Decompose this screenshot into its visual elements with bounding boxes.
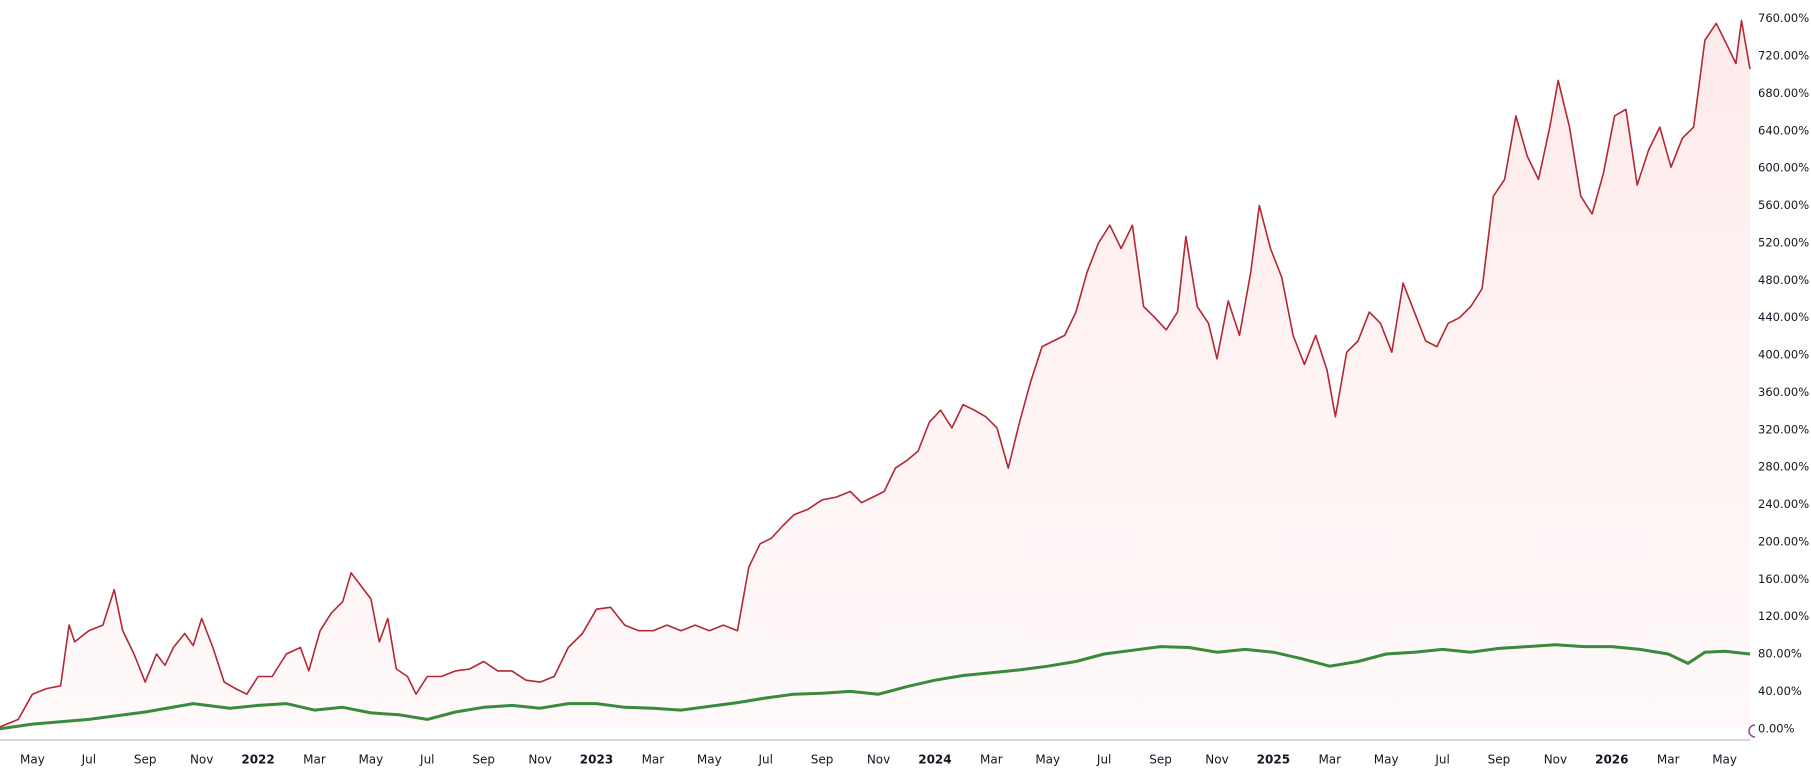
y-tick-label: 80.00% (1758, 647, 1802, 661)
y-tick-label: 600.00% (1758, 161, 1809, 175)
x-tick-label: Jul (81, 753, 96, 767)
y-tick-label: 200.00% (1758, 534, 1809, 548)
x-tick-label: Jul (757, 753, 772, 767)
y-tick-label: 40.00% (1758, 684, 1802, 698)
x-tick-label: Jul (419, 753, 434, 767)
x-tick-label: May (1712, 753, 1737, 767)
y-tick-label: 520.00% (1758, 235, 1809, 249)
y-tick-label: 760.00% (1758, 11, 1809, 25)
x-tick-label: Sep (1149, 753, 1172, 767)
x-tick-label: Mar (642, 753, 665, 767)
x-tick-label: May (358, 753, 383, 767)
y-tick-label: 400.00% (1758, 348, 1809, 362)
x-tick-label: Nov (1205, 753, 1228, 767)
scroll-marker (1748, 724, 1756, 738)
y-tick-label: 280.00% (1758, 460, 1809, 474)
y-tick-label: 160.00% (1758, 572, 1809, 586)
y-tick-label: 680.00% (1758, 86, 1809, 100)
series-line (0, 643, 1751, 731)
x-tick-label: 2026 (1595, 753, 1628, 767)
y-tick-label: 440.00% (1758, 310, 1809, 324)
x-tick-label: Jul (1434, 753, 1449, 767)
y-tick-label: 120.00% (1758, 609, 1809, 623)
x-tick-label: Nov (528, 753, 551, 767)
x-tick-label: 2025 (1257, 753, 1290, 767)
x-tick-label: Sep (811, 753, 834, 767)
area-fill (0, 20, 1750, 729)
y-tick-label: 240.00% (1758, 497, 1809, 511)
y-tick-label: 0.00% (1758, 721, 1795, 735)
x-tick-label: 2024 (918, 753, 951, 767)
x-tick-label: Nov (1544, 753, 1567, 767)
y-tick-label: 320.00% (1758, 422, 1809, 436)
x-tick-label: Nov (190, 753, 213, 767)
plot-area (0, 19, 1751, 731)
x-tick-label: Mar (1657, 753, 1680, 767)
x-tick-label: Jul (1096, 753, 1111, 767)
x-tick-label: May (20, 753, 45, 767)
y-tick-label: 640.00% (1758, 123, 1809, 137)
x-tick-label: Mar (303, 753, 326, 767)
x-tick-label: May (697, 753, 722, 767)
x-tick-label: May (1374, 753, 1399, 767)
y-tick-label: 360.00% (1758, 385, 1809, 399)
y-tick-label: 480.00% (1758, 273, 1809, 287)
series-line (0, 19, 1751, 728)
x-tick-label: Mar (980, 753, 1003, 767)
x-tick-label: Sep (1488, 753, 1511, 767)
x-tick-label: Nov (867, 753, 890, 767)
y-tick-label: 720.00% (1758, 49, 1809, 63)
x-tick-label: May (1035, 753, 1060, 767)
x-tick-label: Mar (1318, 753, 1341, 767)
y-tick-label: 560.00% (1758, 198, 1809, 212)
x-tick-label: 2022 (241, 753, 274, 767)
x-tick-label: 2023 (580, 753, 613, 767)
x-tick-label: Sep (472, 753, 495, 767)
x-tick-label: Sep (134, 753, 157, 767)
